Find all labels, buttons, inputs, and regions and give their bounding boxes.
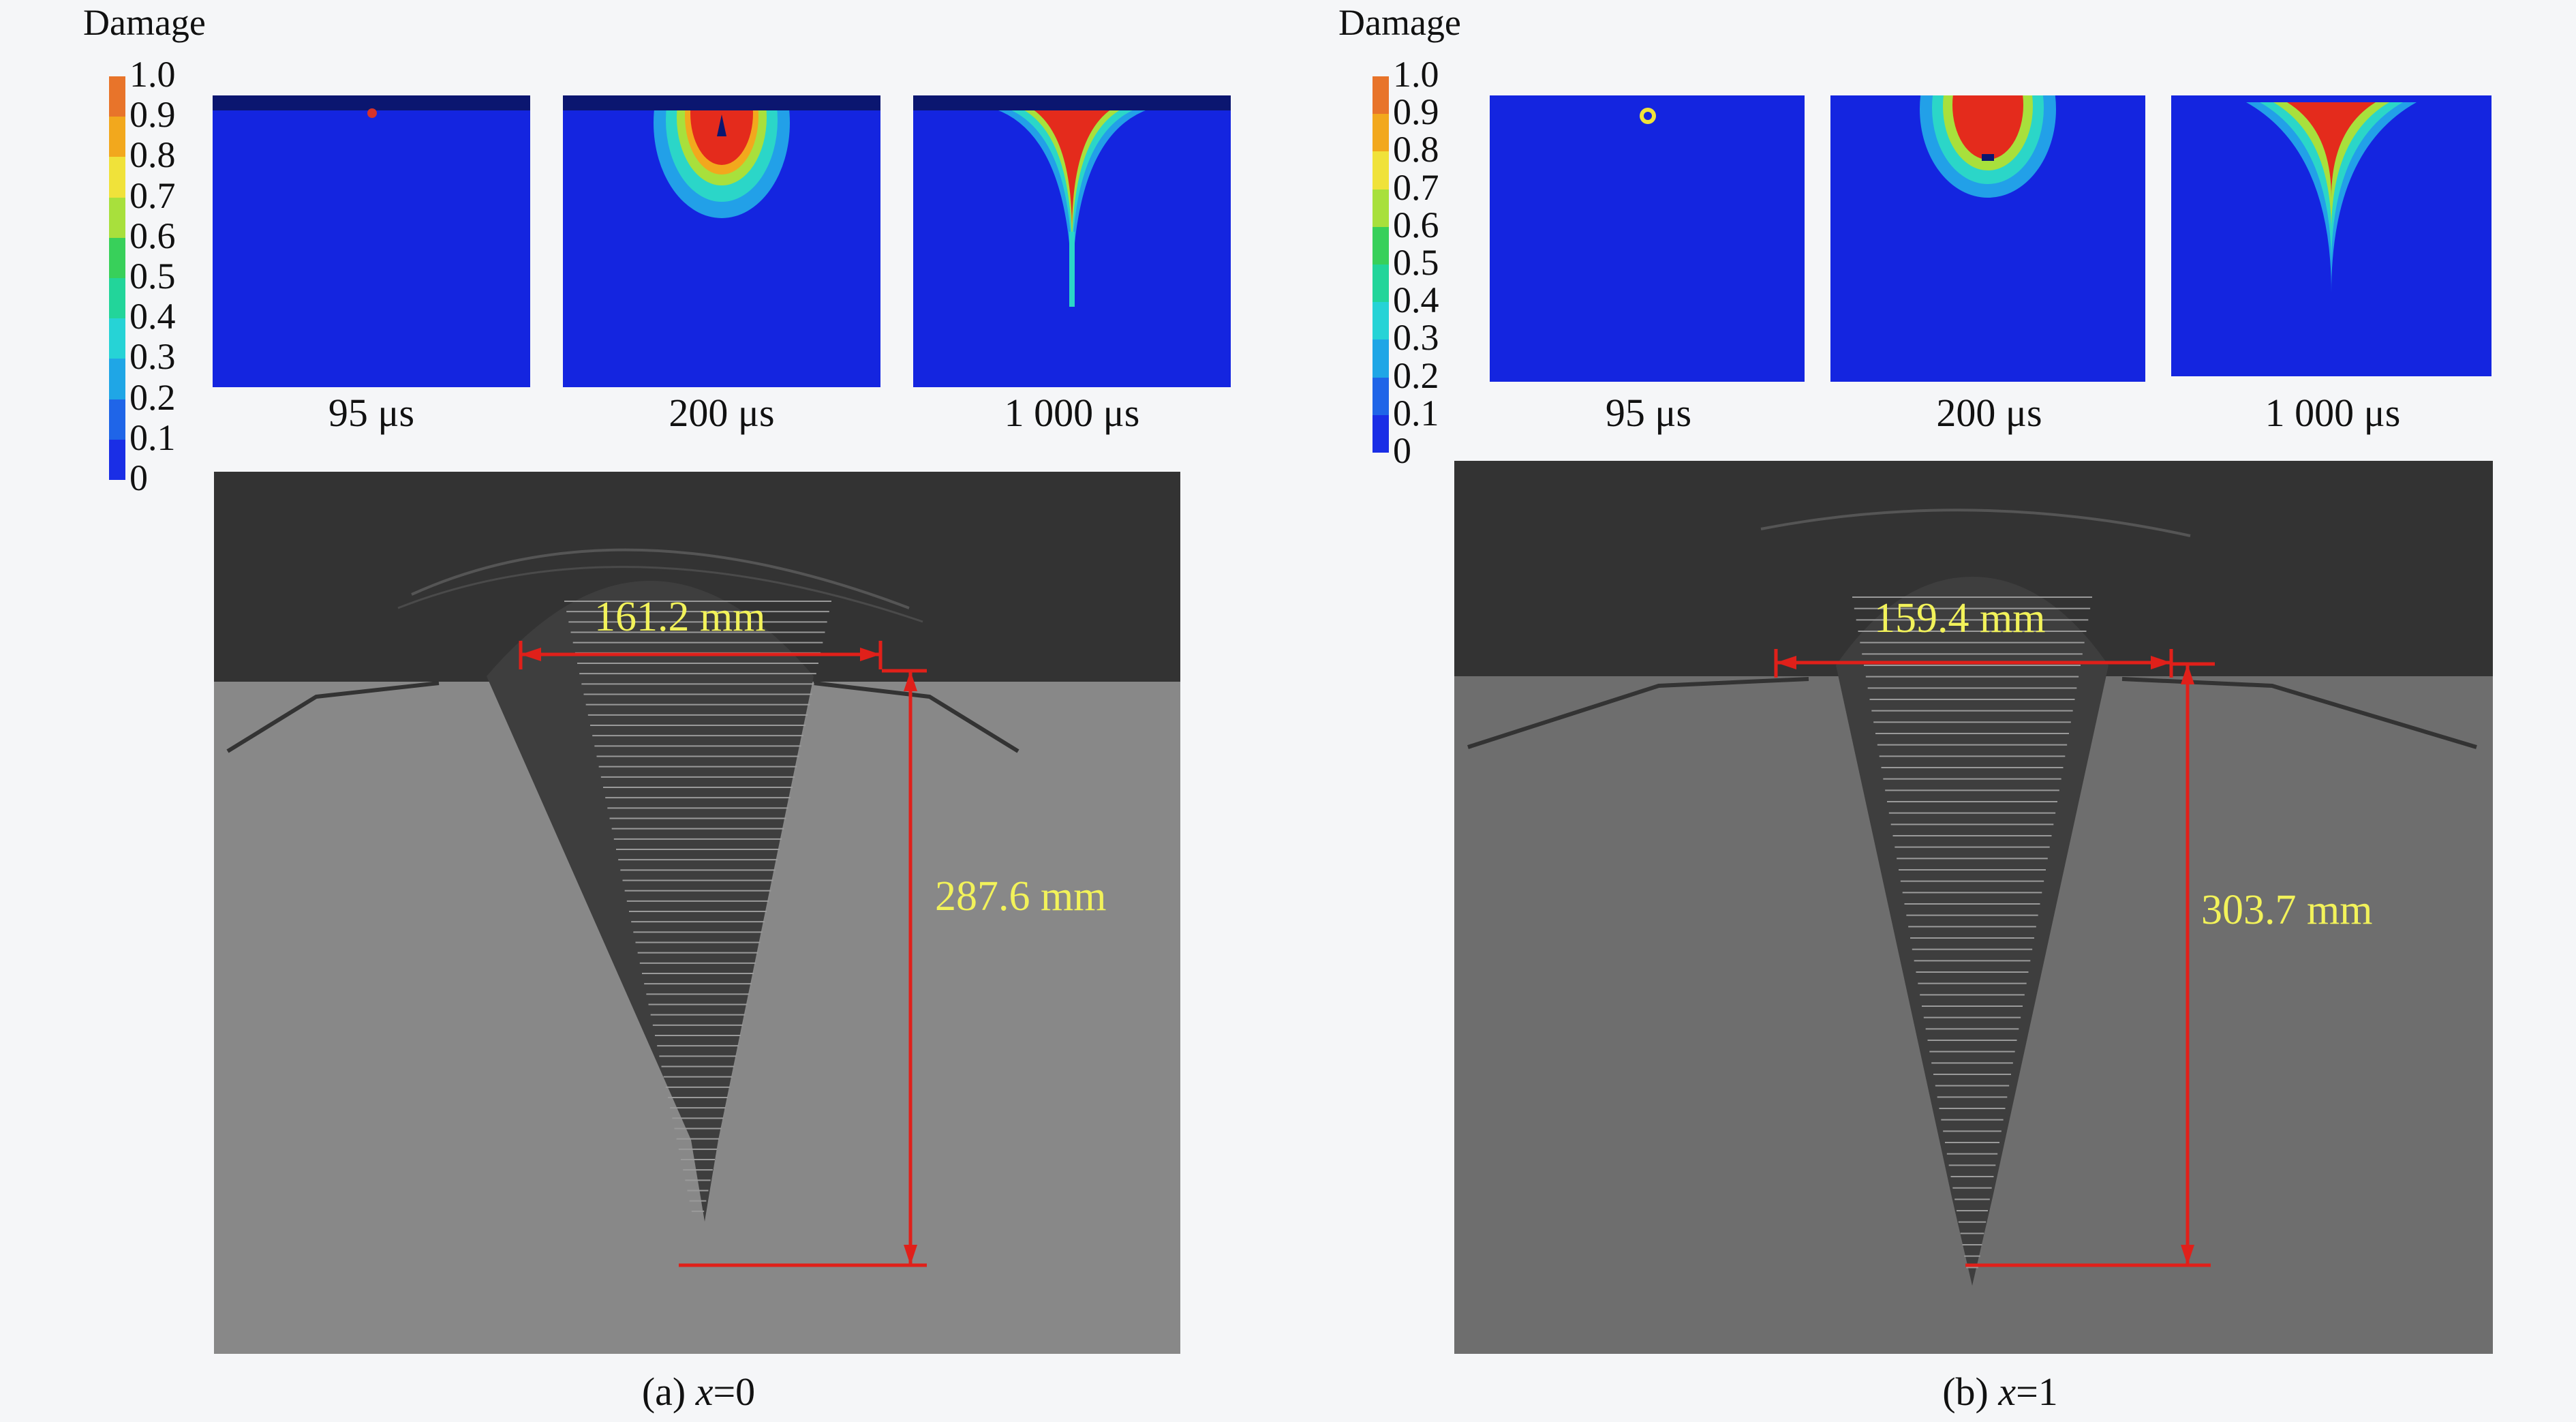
colorbar-tick-label: 0.5 — [129, 256, 176, 297]
crater-width-label-b: 159.4 mm — [1874, 595, 2046, 641]
damage-snapshot-a-1000us — [913, 95, 1231, 387]
colorbar-segment — [109, 278, 125, 319]
colorbar-segment — [109, 359, 125, 399]
colorbar-segment — [109, 399, 125, 440]
time-label-a-200: 200 μs — [669, 391, 775, 435]
colorbar-tick-label: 0.3 — [129, 336, 176, 378]
colorbar-tick-label: 0.6 — [129, 215, 176, 256]
colorbar-segment — [109, 318, 125, 359]
colorbar-segment — [1373, 114, 1389, 152]
damage-snapshot-b-95us — [1490, 95, 1805, 382]
caption-a-prefix: (a) — [641, 1370, 696, 1414]
colorbar-segment — [1373, 151, 1389, 190]
colorbar-segment — [109, 197, 125, 238]
colorbar-segment — [109, 439, 125, 481]
colorbar-segment — [109, 76, 125, 117]
colorbar-segment — [1373, 414, 1389, 453]
colorbar-segment — [1373, 377, 1389, 415]
caption-a-value: =0 — [713, 1370, 756, 1414]
caption-b-value: =1 — [2016, 1370, 2058, 1414]
measure-arrows-a — [519, 641, 927, 1267]
colorbar-tick-label: 0.4 — [129, 296, 176, 337]
caption-b-var: x — [1998, 1370, 2017, 1414]
colorbar-tick-label: 0.2 — [129, 376, 176, 418]
damage-snapshot-a-200us — [563, 95, 880, 387]
colorbar-tick-label: 0 — [1393, 430, 1411, 471]
damage-snapshot-a-95us — [213, 95, 530, 387]
colorbar-segment — [1373, 339, 1389, 378]
colorbar-segment — [1373, 264, 1389, 303]
legend-title-a: Damage — [83, 2, 206, 43]
colorbar-segment — [1373, 302, 1389, 340]
caption-b: (b) x=1 — [1854, 1369, 2147, 1415]
caption-a: (a) x=0 — [552, 1369, 845, 1415]
colorbar-tick-label: 0.1 — [1393, 392, 1439, 434]
colorbar-tick-label: 0 — [129, 457, 148, 498]
crater-image-a — [214, 472, 1180, 1354]
crater-depth-label-b: 303.7 mm — [2201, 887, 2373, 933]
damage-colorbar-b — [1373, 76, 1389, 453]
damage-snapshot-b-1000us — [2171, 95, 2491, 376]
colorbar-tick-label: 0.7 — [129, 175, 176, 216]
colorbar-tick-label: 0.3 — [1393, 317, 1439, 359]
measure-arrows-b — [1774, 649, 2215, 1267]
caption-a-var: x — [695, 1370, 714, 1414]
colorbar-tick-label: 1.0 — [1393, 54, 1439, 95]
caption-b-prefix: (b) — [1942, 1370, 1999, 1414]
colorbar-tick-label: 0.1 — [129, 417, 176, 458]
damage-snapshot-b-200us — [1830, 95, 2145, 382]
colorbar-segment — [1373, 189, 1389, 227]
legend-title-b: Damage — [1338, 2, 1461, 43]
time-label-a-1000: 1 000 μs — [1004, 391, 1140, 435]
colorbar-tick-label: 0.4 — [1393, 279, 1439, 321]
time-label-b-1000: 1 000 μs — [2265, 391, 2401, 435]
colorbar-segment — [1373, 226, 1389, 265]
colorbar-tick-label: 0.5 — [1393, 242, 1439, 283]
time-label-a-95: 95 μs — [328, 391, 415, 435]
colorbar-tick-label: 0.7 — [1393, 166, 1439, 208]
colorbar-segment — [109, 237, 125, 279]
crater-depth-label-a: 287.6 mm — [935, 873, 1107, 920]
time-label-b-200: 200 μs — [1936, 391, 2042, 435]
colorbar-segment — [109, 117, 125, 157]
colorbar-tick-label: 0.9 — [129, 94, 176, 136]
crater-width-label-a: 161.2 mm — [594, 594, 766, 640]
colorbar-tick-label: 0.8 — [129, 134, 176, 176]
colorbar-tick-label: 0.8 — [1393, 129, 1439, 170]
colorbar-segment — [109, 157, 125, 198]
colorbar-tick-label: 1.0 — [129, 54, 176, 95]
colorbar-tick-label: 0.6 — [1393, 204, 1439, 245]
time-label-b-95: 95 μs — [1605, 391, 1692, 435]
damage-colorbar-a — [109, 76, 125, 481]
colorbar-tick-label: 0.9 — [1393, 91, 1439, 133]
colorbar-segment — [1373, 76, 1389, 115]
crater-image-b — [1454, 461, 2493, 1354]
colorbar-tick-label: 0.2 — [1393, 354, 1439, 396]
